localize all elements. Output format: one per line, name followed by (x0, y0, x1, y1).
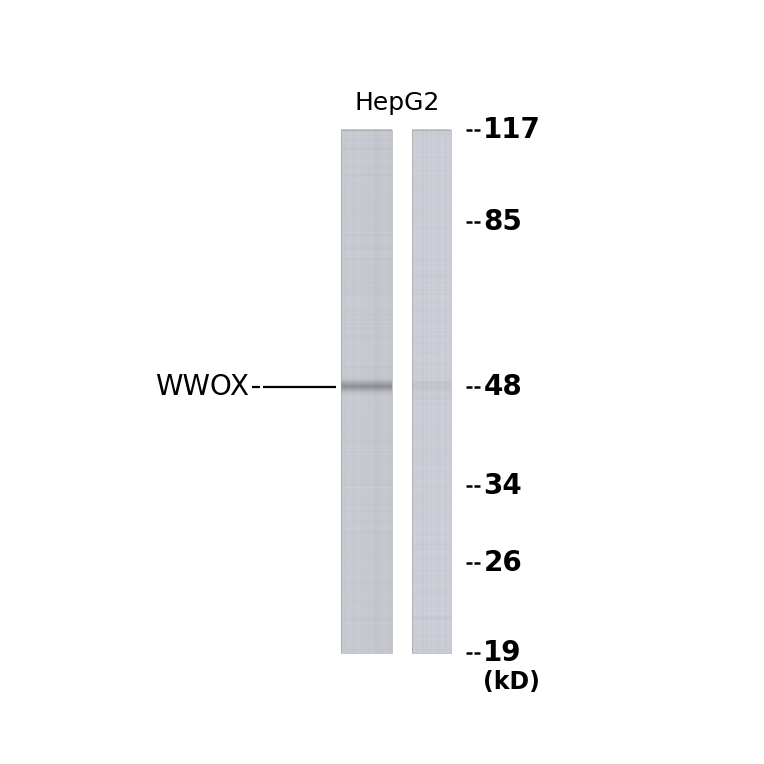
Bar (342, 130, 392, 653)
Text: HepG2: HepG2 (354, 91, 440, 115)
Bar (413, 130, 451, 653)
Text: WWOX: WWOX (155, 373, 249, 400)
Text: 34: 34 (484, 472, 522, 500)
Text: 19: 19 (484, 639, 522, 668)
Text: 117: 117 (484, 116, 541, 144)
Text: 85: 85 (484, 208, 523, 236)
Text: (kD): (kD) (484, 670, 540, 694)
Text: 48: 48 (484, 373, 522, 400)
Text: 26: 26 (484, 549, 522, 577)
